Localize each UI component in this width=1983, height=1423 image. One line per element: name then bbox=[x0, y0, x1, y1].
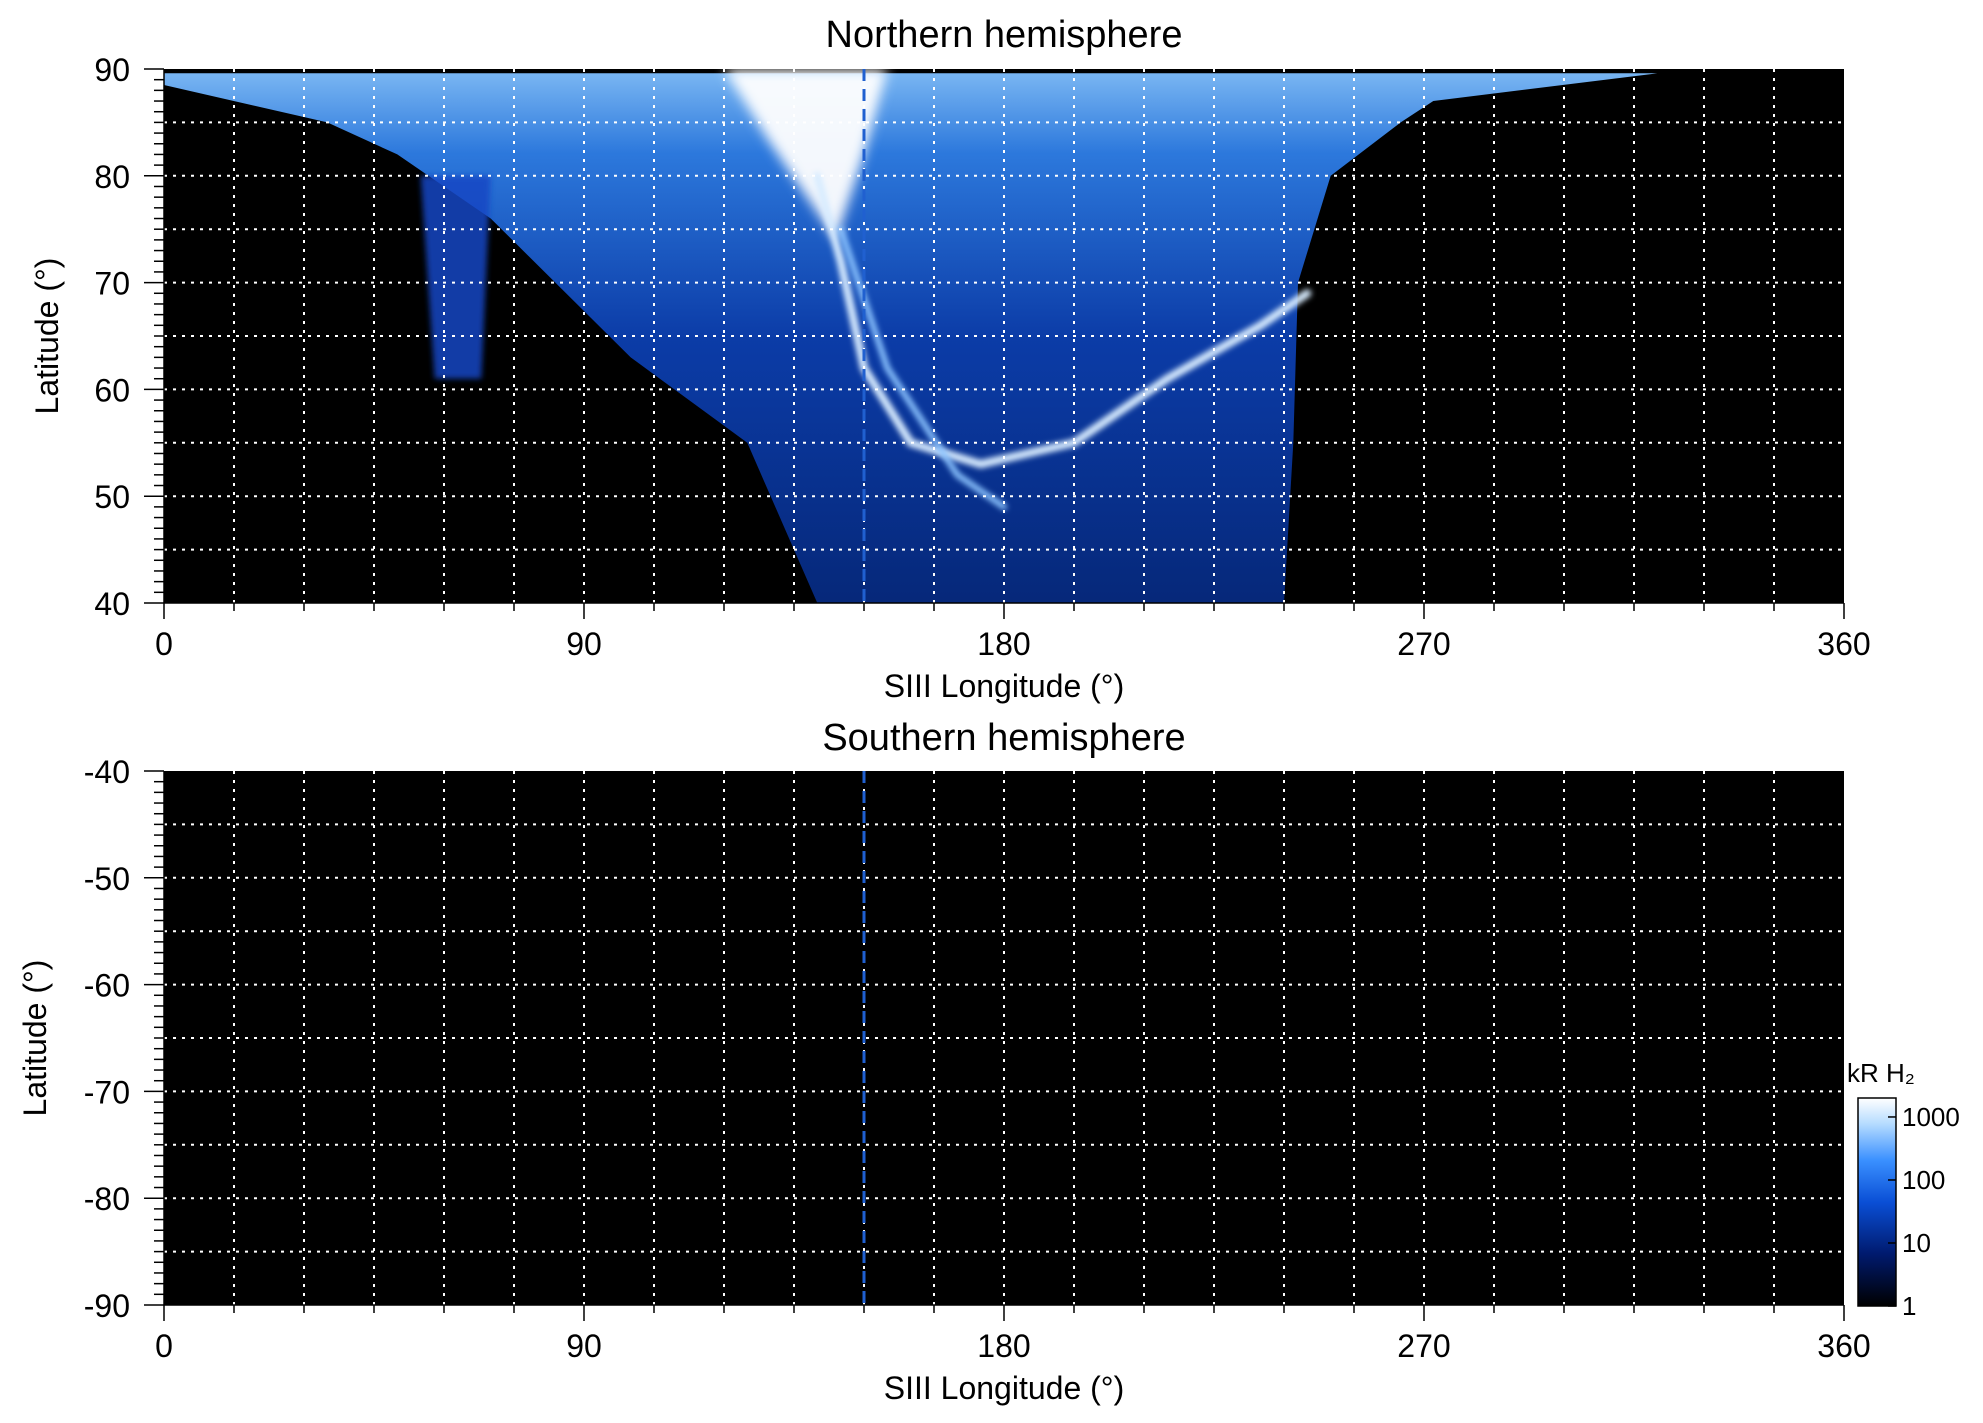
colorbar-tick-label: 10 bbox=[1902, 1228, 1931, 1258]
north-panel: Northern hemisphere 40 50 60 70 80 90 0 90 180 2… bbox=[29, 14, 1871, 704]
y-tick-label: 90 bbox=[94, 52, 130, 88]
x-tick-label: 180 bbox=[977, 1328, 1030, 1364]
colorbar-label: kR H₂ bbox=[1847, 1058, 1915, 1088]
x-tick-label: 270 bbox=[1397, 626, 1450, 662]
north-grid bbox=[164, 69, 1844, 603]
x-tick-label: 0 bbox=[155, 626, 173, 662]
south-panel: Southern hemisphere -40 -50 -60 -70 -80 -90 0… bbox=[17, 717, 1871, 1406]
south-x-axis: 0 90 180 270 360 bbox=[155, 1304, 1871, 1364]
colorbar-tick-label: 100 bbox=[1902, 1165, 1945, 1195]
colorbar-tick-label: 1 bbox=[1902, 1291, 1916, 1321]
x-tick-label: 360 bbox=[1817, 1328, 1870, 1364]
y-tick-label: -60 bbox=[84, 968, 130, 1004]
north-y-axis-label: Latitude (°) bbox=[29, 258, 65, 415]
x-tick-label: 0 bbox=[155, 1328, 173, 1364]
north-x-axis: 0 90 180 270 360 bbox=[155, 602, 1871, 662]
x-tick-label: 90 bbox=[566, 1328, 602, 1364]
colorbar-ticks: 1 10 100 1000 bbox=[1888, 1102, 1960, 1321]
north-main-oval bbox=[813, 171, 1312, 469]
colorbar: kR H₂ 1 10 100 1000 bbox=[1847, 1058, 1960, 1321]
x-tick-label: 270 bbox=[1397, 1328, 1450, 1364]
y-tick-label: 40 bbox=[94, 586, 130, 622]
y-tick-label: 60 bbox=[94, 372, 130, 408]
south-x-axis-label: SIII Longitude (°) bbox=[884, 1370, 1124, 1406]
y-tick-label: -90 bbox=[84, 1288, 130, 1324]
y-tick-label: -50 bbox=[84, 861, 130, 897]
x-tick-label: 180 bbox=[977, 626, 1030, 662]
north-isolated-patch bbox=[420, 175, 491, 379]
north-y-axis: 40 50 60 70 80 90 bbox=[94, 52, 165, 622]
north-x-axis-label: SIII Longitude (°) bbox=[884, 668, 1124, 704]
y-tick-label: 50 bbox=[94, 479, 130, 515]
x-tick-label: 360 bbox=[1817, 626, 1870, 662]
y-tick-label: -80 bbox=[84, 1181, 130, 1217]
south-y-axis: -40 -50 -60 -70 -80 -90 bbox=[84, 754, 165, 1324]
colorbar-tick-label: 1000 bbox=[1902, 1102, 1960, 1132]
south-y-axis-label: Latitude (°) bbox=[17, 960, 53, 1117]
y-tick-label: -70 bbox=[84, 1074, 130, 1110]
x-tick-label: 90 bbox=[566, 626, 602, 662]
north-bright-polar-patch bbox=[724, 69, 888, 240]
colorbar-gradient bbox=[1857, 1097, 1897, 1307]
north-title: Northern hemisphere bbox=[826, 14, 1183, 56]
y-tick-label: 70 bbox=[94, 266, 130, 302]
south-title: Southern hemisphere bbox=[822, 717, 1185, 759]
y-tick-label: -40 bbox=[84, 754, 130, 790]
south-grid bbox=[164, 771, 1844, 1305]
y-tick-label: 80 bbox=[94, 159, 130, 195]
